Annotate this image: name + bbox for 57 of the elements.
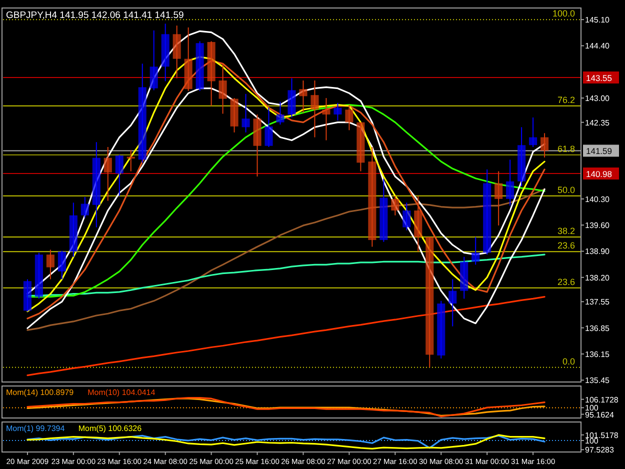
y-tick-label: 137.55 [585, 298, 610, 307]
y-tick-label: 140.30 [585, 194, 610, 204]
candlestick [242, 93, 250, 133]
candlestick [150, 30, 158, 91]
candlestick [472, 236, 480, 266]
y-tick-label: 145.10 [585, 16, 610, 25]
annotation: 0.0 [562, 356, 575, 366]
y-tick-label: 135.45 [585, 376, 610, 386]
candlestick [391, 195, 400, 216]
candlestick [529, 116, 538, 148]
candlestick [402, 202, 411, 231]
candlestick [80, 196, 89, 218]
annotation: 76.2 [557, 94, 575, 105]
annotation: 50.0 [557, 184, 575, 195]
y-tick-label: 139.60 [585, 221, 610, 230]
candlestick [115, 154, 124, 196]
y-tick-label: 138.90 [585, 247, 610, 256]
chart-title: GBPJPY,H4 141.95 142.06 141.41 141.59 [6, 10, 184, 21]
line-series [26, 188, 546, 331]
candlestick [264, 107, 273, 148]
y-tick-label: 138.20 [585, 273, 610, 282]
candlestick [310, 80, 319, 138]
y-tick-label: 100 [585, 404, 599, 413]
candlestick [104, 146, 112, 202]
series-label: Mom(1) 99.7394 [6, 424, 66, 433]
ref-line-label: 141.59 [586, 146, 612, 156]
series-label: Mom(10) 104.0414 [88, 388, 156, 397]
line-series [26, 296, 546, 376]
candlestick [322, 98, 330, 141]
candlestick [276, 101, 284, 126]
annotation: 100.0 [552, 8, 575, 19]
candlestick [345, 104, 354, 131]
candlestick [299, 80, 308, 114]
annotation: 38.2 [557, 226, 575, 236]
series-label: Mom(14) 100.8979 [6, 388, 74, 397]
candlestick [494, 170, 503, 226]
y-tick-label: 106.1728 [585, 395, 619, 404]
candlestick [58, 250, 66, 280]
candlestick [218, 63, 227, 114]
y-tick-label: 95.1624 [585, 410, 614, 420]
y-tick-label: 136.85 [585, 324, 610, 333]
y-tick-label: 142.35 [585, 118, 610, 128]
candlestick [540, 132, 549, 158]
annotation: 23.6 [557, 276, 575, 287]
candlestick [334, 102, 342, 121]
y-tick-label: 136.15 [585, 350, 610, 359]
candlestick [126, 149, 135, 172]
y-tick-label: 144.40 [585, 42, 610, 51]
ref-line-label: 143.55 [586, 72, 612, 83]
candlestick [448, 278, 457, 327]
ref-line-label: 140.98 [586, 169, 612, 180]
y-tick-label: 97.5283 [585, 446, 614, 455]
candlestick [506, 159, 514, 206]
annotation: 23.6 [557, 240, 575, 251]
y-tick-label: 143.00 [585, 94, 610, 104]
candlestick [46, 249, 54, 280]
series-label: Mom(5) 100.6326 [78, 424, 142, 433]
